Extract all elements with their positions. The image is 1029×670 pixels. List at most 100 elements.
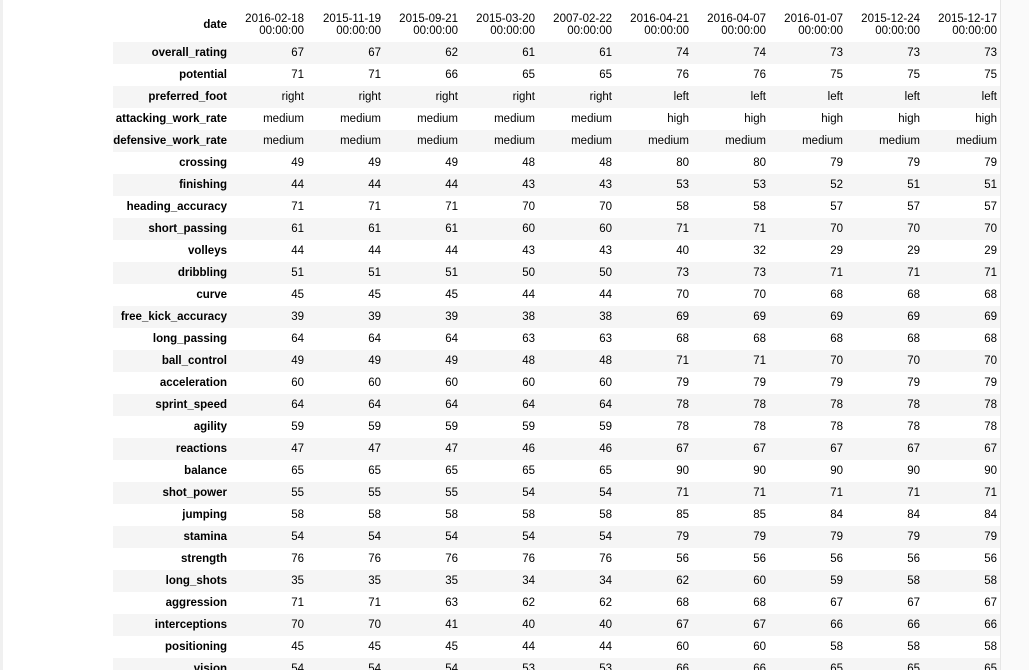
cell: 71 xyxy=(830,487,843,499)
cell: 44 xyxy=(368,179,381,191)
cell: 78 xyxy=(676,399,689,411)
cell: 53 xyxy=(599,663,612,670)
row-label: dribbling xyxy=(177,267,227,279)
cell: 43 xyxy=(522,179,535,191)
cell: 70 xyxy=(522,201,535,213)
row-label: preferred_foot xyxy=(148,91,227,103)
row: free_kick_accuracy 39 39 39 38 38 69 69 69 69 69 xyxy=(113,306,1003,328)
cell: 69 xyxy=(907,311,920,323)
cell: 65 xyxy=(522,465,535,477)
row: volleys 44 44 44 43 43 40 32 29 29 29 xyxy=(113,240,1003,262)
cell: 79 xyxy=(753,377,766,389)
cell: 64 xyxy=(599,399,612,411)
cell: 69 xyxy=(830,311,843,323)
cell: medium xyxy=(340,113,381,125)
cell: 67 xyxy=(984,443,997,455)
cell: medium xyxy=(417,135,458,147)
cell: 70 xyxy=(984,355,997,367)
cell: 41 xyxy=(445,619,458,631)
cell: 49 xyxy=(445,355,458,367)
row-label: finishing xyxy=(179,179,227,191)
row-label: overall_rating xyxy=(151,47,227,59)
cell: 62 xyxy=(676,575,689,587)
cell: medium xyxy=(725,135,766,147)
cell: high xyxy=(975,113,997,125)
cell: 67 xyxy=(676,619,689,631)
cell: 45 xyxy=(445,641,458,653)
cell: 64 xyxy=(291,333,304,345)
cell: 54 xyxy=(599,531,612,543)
header: date 2016-02-18 00:00:00 2015-11-19 00:00… xyxy=(113,8,1003,42)
cell: 75 xyxy=(984,69,997,81)
cell: 59 xyxy=(599,421,612,433)
cell: 66 xyxy=(445,69,458,81)
cell: 38 xyxy=(599,311,612,323)
cell: 64 xyxy=(445,399,458,411)
cell: 47 xyxy=(368,443,381,455)
cell: high xyxy=(821,113,843,125)
cell: 90 xyxy=(907,465,920,477)
cell: 45 xyxy=(368,641,381,653)
row: potential 71 71 66 65 65 76 76 75 75 75 xyxy=(113,64,1003,86)
cell: 63 xyxy=(599,333,612,345)
cell: 60 xyxy=(445,377,458,389)
cell: 55 xyxy=(445,487,458,499)
cell: 40 xyxy=(522,619,535,631)
cell: 46 xyxy=(522,443,535,455)
row: defensive_work_rate medium medium medium med… xyxy=(113,130,1003,152)
cell: 59 xyxy=(445,421,458,433)
cell: 71 xyxy=(676,487,689,499)
cell: 58 xyxy=(445,509,458,521)
cell: 29 xyxy=(984,245,997,257)
cell: 44 xyxy=(522,289,535,301)
cell: 60 xyxy=(753,575,766,587)
cell: 29 xyxy=(830,245,843,257)
cell: 70 xyxy=(753,289,766,301)
cell: 70 xyxy=(830,223,843,235)
cell: 53 xyxy=(676,179,689,191)
row: attacking_work_rate medium medium medium med… xyxy=(113,108,1003,130)
row: sprint_speed 64 64 64 64 64 78 78 78 78 78 xyxy=(113,394,1003,416)
cell: 61 xyxy=(522,47,535,59)
cell: right xyxy=(358,91,381,103)
row-label: attacking_work_rate xyxy=(115,113,227,125)
cell: 68 xyxy=(676,597,689,609)
row: crossing 49 49 49 48 48 80 80 79 79 79 xyxy=(113,152,1003,174)
cell: 90 xyxy=(830,465,843,477)
row-label: acceleration xyxy=(159,377,227,389)
row-label: free_kick_accuracy xyxy=(120,311,227,323)
cell: 58 xyxy=(522,509,535,521)
cell: 49 xyxy=(368,355,381,367)
row-label: agility xyxy=(193,421,227,433)
cell: 60 xyxy=(676,641,689,653)
cell: 76 xyxy=(291,553,304,565)
cell: 70 xyxy=(676,289,689,301)
row: curve 45 45 45 44 44 70 70 68 68 68 xyxy=(113,284,1003,306)
cell: 62 xyxy=(522,597,535,609)
cell: 52 xyxy=(830,179,843,191)
cell: 70 xyxy=(907,355,920,367)
cell: 68 xyxy=(830,333,843,345)
cell: 78 xyxy=(984,421,997,433)
cell: 45 xyxy=(445,289,458,301)
cell: 62 xyxy=(445,47,458,59)
table-body: overall_rating 67 67 62 61 61 74 74 73 73 73 potent… xyxy=(113,42,1003,670)
cell: 78 xyxy=(753,421,766,433)
cell: 49 xyxy=(291,157,304,169)
cell: 67 xyxy=(907,443,920,455)
cell: 60 xyxy=(599,377,612,389)
column-header: 2015-09-21 00:00:00 xyxy=(399,13,458,37)
cell: 67 xyxy=(753,619,766,631)
row-label: strength xyxy=(181,553,227,565)
cell: 68 xyxy=(984,333,997,345)
column-header: 2015-12-24 00:00:00 xyxy=(861,13,920,37)
row: jumping 58 58 58 58 58 85 85 84 84 84 xyxy=(113,504,1003,526)
cell: 79 xyxy=(984,157,997,169)
cell: 65 xyxy=(599,465,612,477)
column-header: 2016-01-07 00:00:00 xyxy=(784,13,843,37)
cell: 66 xyxy=(907,619,920,631)
cell: 73 xyxy=(907,47,920,59)
cell: high xyxy=(898,113,920,125)
cell: medium xyxy=(494,113,535,125)
cell: 39 xyxy=(368,311,381,323)
